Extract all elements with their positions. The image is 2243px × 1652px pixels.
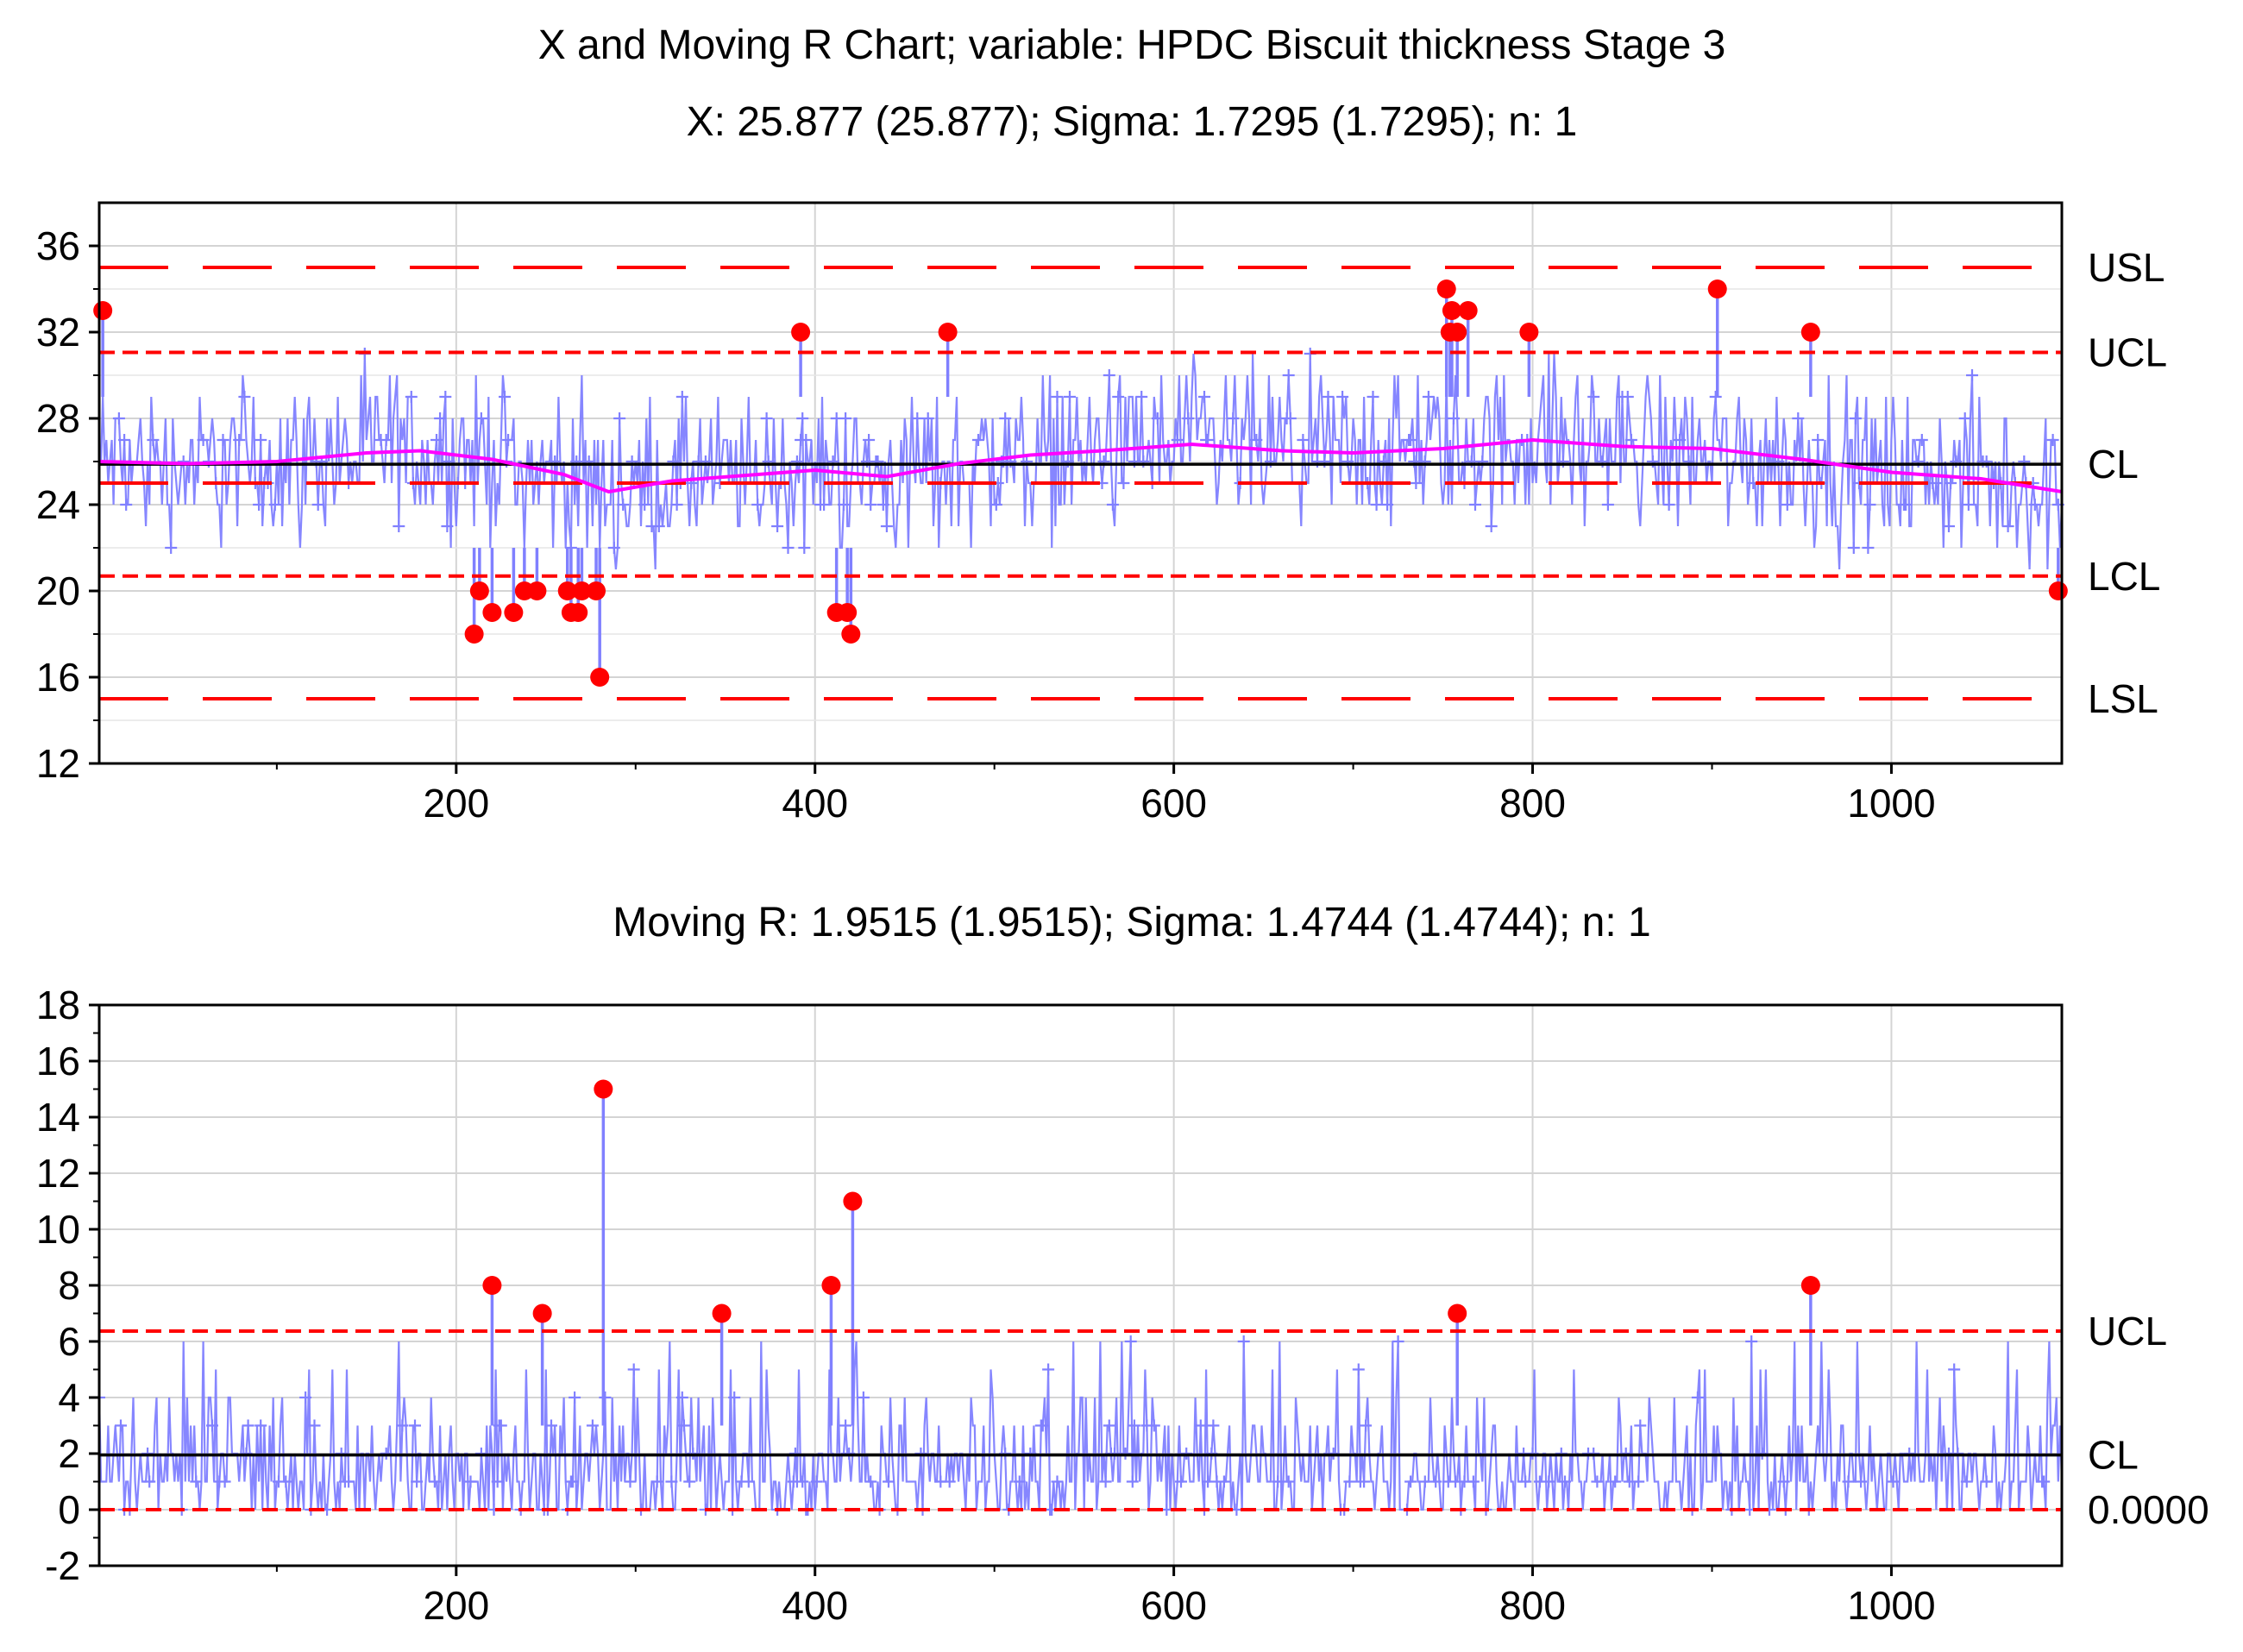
y-tick-label: 4	[58, 1375, 80, 1420]
out-of-control-point	[93, 301, 113, 320]
out-of-control-point	[838, 603, 858, 622]
out-of-control-point	[594, 1079, 613, 1099]
x-tick-label: 1000	[1847, 781, 1935, 826]
out-of-control-point	[1707, 280, 1727, 298]
x-tick-label: 400	[782, 1583, 848, 1628]
x-tick-label: 800	[1499, 781, 1566, 826]
y-tick-label: 20	[36, 568, 80, 613]
limit-label: LCL	[2088, 554, 2160, 599]
out-of-control-point	[527, 581, 547, 600]
out-of-control-point	[504, 603, 524, 622]
y-tick-label: 24	[36, 482, 80, 527]
limit-label: UCL	[2088, 1309, 2167, 1354]
x-chart-panel: USL UCL CL LCL LSL 12 16 20 24 28 32 36 200 400 600 800…	[36, 201, 2167, 826]
out-of-control-point	[1458, 301, 1478, 320]
y-tick-label: 10	[36, 1207, 80, 1252]
out-of-control-point	[1442, 301, 1461, 320]
out-of-control-point	[841, 625, 861, 644]
out-of-control-point	[587, 581, 606, 600]
x-tick-label: 1000	[1847, 1583, 1935, 1628]
y-tick-label: 32	[36, 310, 80, 355]
out-of-control-point	[464, 625, 484, 644]
out-of-control-point	[1800, 1276, 1820, 1295]
y-tick-label: 2	[58, 1431, 80, 1476]
out-of-control-point	[938, 323, 958, 342]
y-tick-label: 18	[36, 983, 80, 1027]
y-tick-label: 12	[36, 741, 80, 786]
chart-title: X and Moving R Chart; variable: HPDC Bis…	[538, 22, 1726, 68]
x-chart-subtitle: X: 25.877 (25.877); Sigma: 1.7295 (1.729…	[687, 99, 1578, 145]
x-tick-label: 600	[1140, 1583, 1207, 1628]
out-of-control-point	[791, 323, 811, 342]
y-tick-label: 8	[58, 1263, 80, 1308]
y-tick-label: 12	[36, 1151, 80, 1196]
limit-label: USL	[2088, 245, 2164, 290]
moving-average-line	[98, 437, 2063, 494]
out-of-control-point	[557, 581, 577, 600]
y-tick-label: 16	[36, 655, 80, 700]
plot-frame	[97, 201, 2064, 765]
y-tick-label: 28	[36, 396, 80, 441]
y-tick-label: 0	[58, 1487, 80, 1532]
moving-range-chart-panel: UCL CL 0.0000 -2 0 2 4 6 8 10 12 14 16 18 200 400 600 800…	[36, 983, 2209, 1628]
data-series-line	[97, 1341, 2064, 1511]
y-tick-label: 6	[58, 1319, 80, 1364]
out-of-control-point	[1519, 323, 1539, 342]
limit-label: CL	[2088, 1433, 2139, 1478]
x-tick-label: 200	[423, 1583, 489, 1628]
out-of-control-point	[482, 1276, 502, 1295]
out-of-control-point	[572, 581, 592, 600]
out-of-control-point	[1436, 280, 1456, 298]
out-of-control-point	[843, 1191, 863, 1211]
limit-label: UCL	[2088, 330, 2167, 375]
out-of-control-point	[569, 603, 588, 622]
out-of-control-point	[590, 668, 610, 687]
out-of-control-point	[2048, 581, 2068, 600]
x-tick-label: 800	[1499, 1583, 1566, 1628]
out-of-control-point	[469, 581, 489, 600]
limit-label: CL	[2088, 442, 2139, 487]
y-tick-label: 14	[36, 1095, 80, 1140]
out-of-control-point	[1448, 323, 1467, 342]
out-of-control-point	[712, 1303, 732, 1323]
y-tick-label: 16	[36, 1039, 80, 1084]
y-tick-label: -2	[45, 1543, 80, 1588]
limit-label: LSL	[2088, 676, 2158, 721]
out-of-control-point	[482, 603, 502, 622]
out-of-control-point	[532, 1303, 552, 1323]
x-tick-label: 400	[782, 781, 848, 826]
limit-label: 0.0000	[2088, 1487, 2209, 1532]
out-of-control-point	[1800, 323, 1820, 342]
out-of-control-point	[1448, 1303, 1467, 1323]
y-tick-label: 36	[36, 223, 80, 268]
mr-chart-title: Moving R: 1.9515 (1.9515); Sigma: 1.4744…	[613, 900, 1650, 945]
x-tick-label: 600	[1140, 781, 1207, 826]
out-of-control-point	[821, 1276, 841, 1295]
x-tick-label: 200	[423, 781, 489, 826]
